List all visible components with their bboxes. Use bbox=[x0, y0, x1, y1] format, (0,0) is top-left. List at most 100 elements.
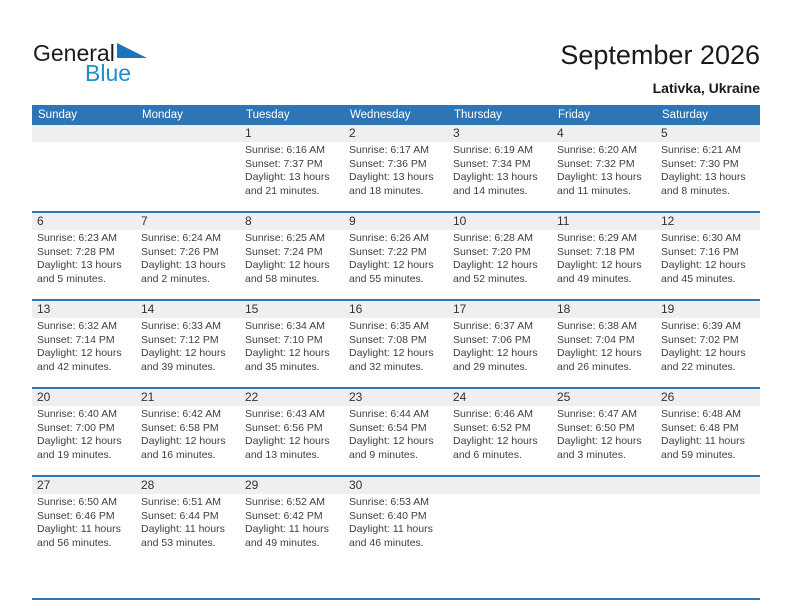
sunset-text: Sunset: 7:26 PM bbox=[141, 245, 219, 258]
day-cell: 16 Sunrise: 6:35 AM Sunset: 7:08 PM Dayligh… bbox=[344, 300, 448, 389]
sunrise-text: Sunrise: 6:28 AM bbox=[453, 232, 533, 244]
sunset-text: Sunset: 6:50 PM bbox=[557, 421, 635, 434]
sunrise-text: Sunrise: 6:48 AM bbox=[661, 408, 741, 420]
sunrise-text: Sunrise: 6:44 AM bbox=[349, 408, 429, 420]
day-cell: 29 Sunrise: 6:52 AM Sunset: 6:42 PM Dayligh… bbox=[240, 476, 344, 600]
sunrise-text: Sunrise: 6:51 AM bbox=[141, 496, 221, 508]
day-number: 11 bbox=[552, 213, 656, 230]
day-sun-info: Sunrise: 6:28 AM Sunset: 7:20 PM Daylight:… bbox=[448, 230, 552, 286]
sunset-text: Sunset: 7:16 PM bbox=[661, 245, 739, 258]
sunrise-text: Sunrise: 6:33 AM bbox=[141, 320, 221, 332]
daylight-text: Daylight: 12 hours and 3 minutes. bbox=[557, 435, 642, 461]
day-number bbox=[448, 477, 552, 494]
daylight-text: Daylight: 12 hours and 42 minutes. bbox=[37, 347, 122, 373]
day-sun-info: Sunrise: 6:50 AM Sunset: 6:46 PM Daylight:… bbox=[32, 494, 136, 550]
day-cell: 19 Sunrise: 6:39 AM Sunset: 7:02 PM Dayligh… bbox=[656, 300, 760, 389]
day-number bbox=[552, 477, 656, 494]
page-subtitle: Lativka, Ukraine bbox=[652, 80, 760, 96]
daylight-text: Daylight: 12 hours and 45 minutes. bbox=[661, 259, 746, 285]
daylight-text: Daylight: 12 hours and 26 minutes. bbox=[557, 347, 642, 373]
sunrise-text: Sunrise: 6:16 AM bbox=[245, 144, 325, 156]
week-row: 27 Sunrise: 6:50 AM Sunset: 6:46 PM Dayligh… bbox=[32, 476, 760, 600]
day-sun-info: Sunrise: 6:26 AM Sunset: 7:22 PM Daylight:… bbox=[344, 230, 448, 286]
day-sun-info: Sunrise: 6:52 AM Sunset: 6:42 PM Daylight:… bbox=[240, 494, 344, 550]
daylight-text: Daylight: 12 hours and 58 minutes. bbox=[245, 259, 330, 285]
day-cell: 3 Sunrise: 6:19 AM Sunset: 7:34 PM Daylight… bbox=[448, 125, 552, 213]
day-number: 10 bbox=[448, 213, 552, 230]
sunrise-text: Sunrise: 6:26 AM bbox=[349, 232, 429, 244]
day-sun-info: Sunrise: 6:51 AM Sunset: 6:44 PM Daylight:… bbox=[136, 494, 240, 550]
week-row: 6 Sunrise: 6:23 AM Sunset: 7:28 PM Daylight… bbox=[32, 212, 760, 301]
sunrise-text: Sunrise: 6:43 AM bbox=[245, 408, 325, 420]
daylight-text: Daylight: 12 hours and 13 minutes. bbox=[245, 435, 330, 461]
weekday-header-tuesday: Tuesday bbox=[240, 105, 344, 125]
day-number: 6 bbox=[32, 213, 136, 230]
day-number: 4 bbox=[552, 125, 656, 142]
daylight-text: Daylight: 11 hours and 49 minutes. bbox=[245, 523, 329, 549]
logo-text-blue: Blue bbox=[85, 60, 132, 86]
day-sun-info: Sunrise: 6:17 AM Sunset: 7:36 PM Daylight:… bbox=[344, 142, 448, 198]
daylight-text: Daylight: 11 hours and 59 minutes. bbox=[661, 435, 745, 461]
sunset-text: Sunset: 7:04 PM bbox=[557, 333, 635, 346]
daylight-text: Daylight: 12 hours and 52 minutes. bbox=[453, 259, 538, 285]
day-number: 22 bbox=[240, 389, 344, 406]
day-cell: 6 Sunrise: 6:23 AM Sunset: 7:28 PM Daylight… bbox=[32, 212, 136, 301]
day-number: 16 bbox=[344, 301, 448, 318]
daylight-text: Daylight: 13 hours and 18 minutes. bbox=[349, 171, 434, 197]
sunrise-text: Sunrise: 6:29 AM bbox=[557, 232, 637, 244]
sunrise-text: Sunrise: 6:25 AM bbox=[245, 232, 325, 244]
sunrise-text: Sunrise: 6:37 AM bbox=[453, 320, 533, 332]
sunrise-text: Sunrise: 6:21 AM bbox=[661, 144, 741, 156]
empty-day-cell bbox=[136, 125, 240, 213]
day-cell: 14 Sunrise: 6:33 AM Sunset: 7:12 PM Dayligh… bbox=[136, 300, 240, 389]
day-number: 29 bbox=[240, 477, 344, 494]
day-sun-info: Sunrise: 6:37 AM Sunset: 7:06 PM Daylight:… bbox=[448, 318, 552, 374]
day-cell: 23 Sunrise: 6:44 AM Sunset: 6:54 PM Dayligh… bbox=[344, 388, 448, 477]
daylight-text: Daylight: 12 hours and 55 minutes. bbox=[349, 259, 434, 285]
day-sun-info: Sunrise: 6:43 AM Sunset: 6:56 PM Daylight:… bbox=[240, 406, 344, 462]
page-title: September 2026 bbox=[560, 40, 760, 70]
weekday-header-saturday: Saturday bbox=[656, 105, 760, 125]
day-number: 7 bbox=[136, 213, 240, 230]
daylight-text: Daylight: 13 hours and 11 minutes. bbox=[557, 171, 642, 197]
sunset-text: Sunset: 7:20 PM bbox=[453, 245, 531, 258]
day-number: 8 bbox=[240, 213, 344, 230]
sunset-text: Sunset: 7:14 PM bbox=[37, 333, 115, 346]
day-sun-info: Sunrise: 6:38 AM Sunset: 7:04 PM Daylight:… bbox=[552, 318, 656, 374]
sunset-text: Sunset: 6:42 PM bbox=[245, 509, 323, 522]
sunset-text: Sunset: 7:02 PM bbox=[661, 333, 739, 346]
sunrise-text: Sunrise: 6:34 AM bbox=[245, 320, 325, 332]
day-sun-info: Sunrise: 6:44 AM Sunset: 6:54 PM Daylight:… bbox=[344, 406, 448, 462]
sunset-text: Sunset: 7:22 PM bbox=[349, 245, 427, 258]
sunrise-text: Sunrise: 6:35 AM bbox=[349, 320, 429, 332]
sunrise-text: Sunrise: 6:20 AM bbox=[557, 144, 637, 156]
day-sun-info: Sunrise: 6:42 AM Sunset: 6:58 PM Daylight:… bbox=[136, 406, 240, 462]
sunset-text: Sunset: 6:56 PM bbox=[245, 421, 323, 434]
daylight-text: Daylight: 12 hours and 6 minutes. bbox=[453, 435, 538, 461]
day-cell: 10 Sunrise: 6:28 AM Sunset: 7:20 PM Dayligh… bbox=[448, 212, 552, 301]
day-cell: 11 Sunrise: 6:29 AM Sunset: 7:18 PM Dayligh… bbox=[552, 212, 656, 301]
sunrise-text: Sunrise: 6:39 AM bbox=[661, 320, 741, 332]
weekday-header-wednesday: Wednesday bbox=[344, 105, 448, 125]
day-sun-info: Sunrise: 6:19 AM Sunset: 7:34 PM Daylight:… bbox=[448, 142, 552, 198]
daylight-text: Daylight: 12 hours and 32 minutes. bbox=[349, 347, 434, 373]
day-cell: 27 Sunrise: 6:50 AM Sunset: 6:46 PM Dayligh… bbox=[32, 476, 136, 600]
sunrise-text: Sunrise: 6:52 AM bbox=[245, 496, 325, 508]
daylight-text: Daylight: 11 hours and 46 minutes. bbox=[349, 523, 433, 549]
day-cell: 26 Sunrise: 6:48 AM Sunset: 6:48 PM Dayligh… bbox=[656, 388, 760, 477]
day-number: 9 bbox=[344, 213, 448, 230]
sunset-text: Sunset: 7:00 PM bbox=[37, 421, 115, 434]
daylight-text: Daylight: 13 hours and 21 minutes. bbox=[245, 171, 330, 197]
day-number: 27 bbox=[32, 477, 136, 494]
weekday-header-sunday: Sunday bbox=[32, 105, 136, 125]
sunset-text: Sunset: 6:54 PM bbox=[349, 421, 427, 434]
day-number bbox=[136, 125, 240, 142]
sunset-text: Sunset: 7:18 PM bbox=[557, 245, 635, 258]
day-sun-info: Sunrise: 6:30 AM Sunset: 7:16 PM Daylight:… bbox=[656, 230, 760, 286]
daylight-text: Daylight: 12 hours and 9 minutes. bbox=[349, 435, 434, 461]
weekday-header-thursday: Thursday bbox=[448, 105, 552, 125]
daylight-text: Daylight: 13 hours and 14 minutes. bbox=[453, 171, 538, 197]
day-number bbox=[656, 477, 760, 494]
weekday-header-row: Sunday Monday Tuesday Wednesday Thursday… bbox=[32, 105, 760, 125]
